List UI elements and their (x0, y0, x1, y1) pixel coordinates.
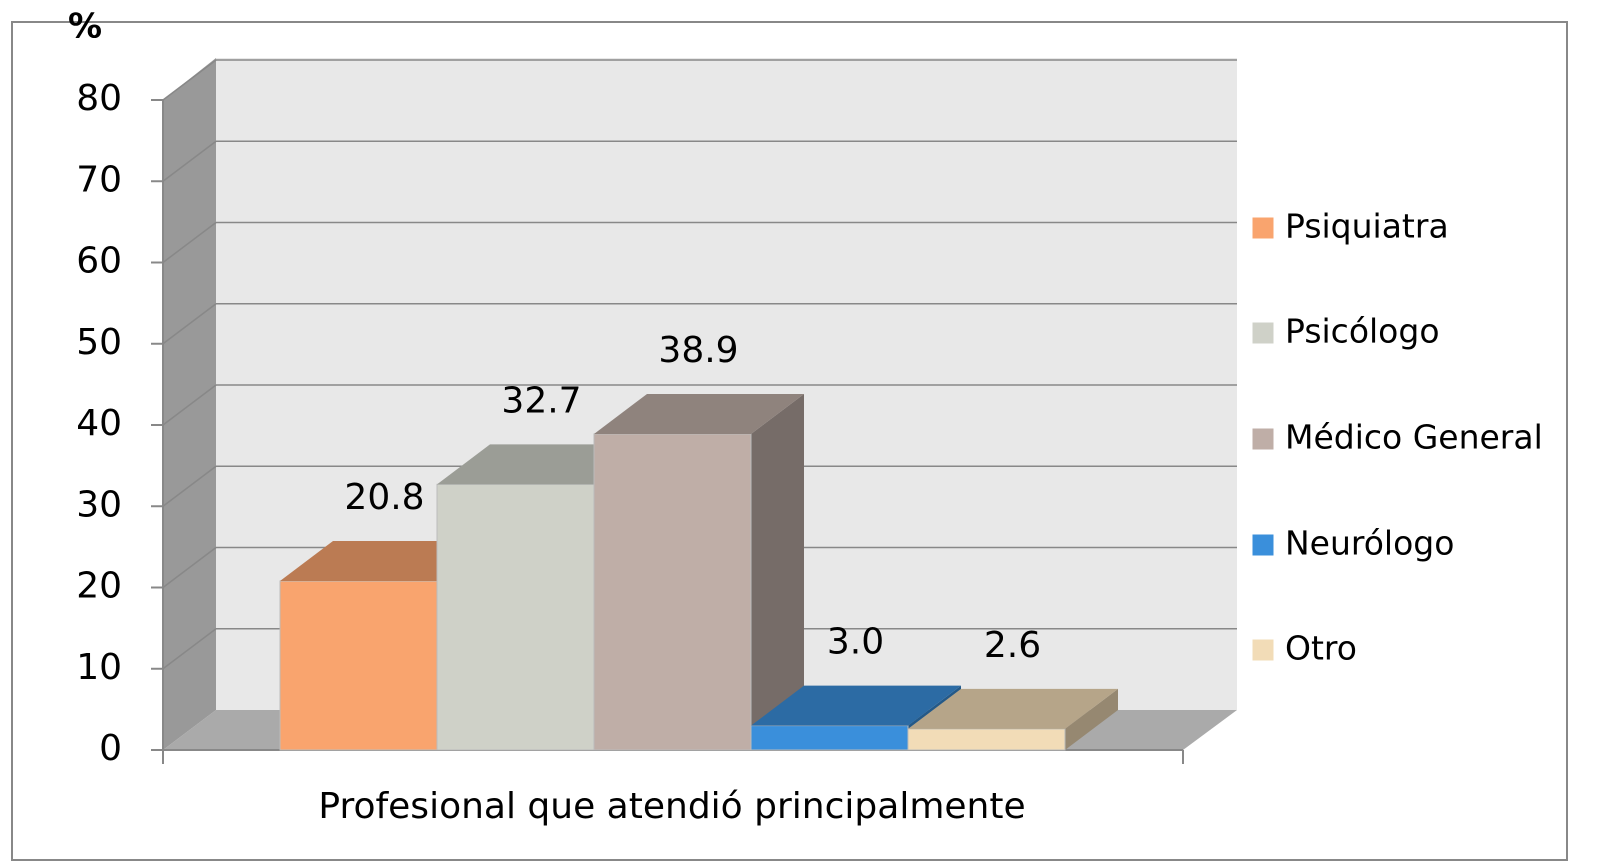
bar-top (908, 688, 1118, 729)
bar (907, 728, 1066, 751)
legend-swatch (1251, 321, 1275, 345)
y-tick-label: 20 (76, 566, 122, 607)
data-label: 2.6 (984, 625, 1041, 666)
legend-swatch (1251, 427, 1275, 451)
data-label: 38.9 (658, 330, 738, 371)
x-axis-title: Profesional que atendió principalmente (318, 786, 1025, 827)
bar-side (751, 393, 804, 750)
y-tick-label: 60 (76, 241, 122, 282)
legend-label: Otro (1285, 629, 1357, 668)
grid-line (162, 303, 217, 345)
y-tick-label: 30 (76, 484, 122, 525)
y-tick-label: 70 (76, 159, 122, 200)
data-label: 20.8 (344, 477, 424, 518)
legend-label: Neurólogo (1285, 524, 1454, 563)
bar (750, 725, 909, 751)
grid-line (162, 384, 217, 426)
grid-line (162, 221, 217, 264)
legend-label: Médico General (1285, 418, 1543, 457)
y-tick-label: 40 (76, 403, 122, 444)
y-tick-label: 0 (99, 728, 122, 769)
bar-side (1065, 688, 1118, 750)
legend-label: Psicólogo (1285, 312, 1440, 351)
bar-top (594, 393, 804, 434)
y-axis-title: % (68, 7, 102, 47)
y-tick-label: 50 (76, 322, 122, 363)
bar (436, 483, 595, 751)
grid-line (162, 140, 217, 182)
legend-swatch (1251, 533, 1275, 557)
bar (279, 580, 438, 751)
y-tick-label: 10 (76, 647, 122, 688)
grid-line (162, 546, 217, 589)
data-label: 32.7 (501, 380, 581, 421)
bar (593, 433, 752, 751)
legend-swatch (1251, 638, 1275, 662)
legend-swatch (1251, 216, 1275, 240)
y-tick-label: 80 (76, 78, 122, 119)
grid-line (162, 59, 217, 101)
data-label: 3.0 (827, 622, 884, 663)
grid-line (162, 465, 217, 507)
legend-label: Psiquiatra (1285, 207, 1449, 246)
bar-top (751, 685, 961, 726)
grid-line (162, 628, 217, 670)
